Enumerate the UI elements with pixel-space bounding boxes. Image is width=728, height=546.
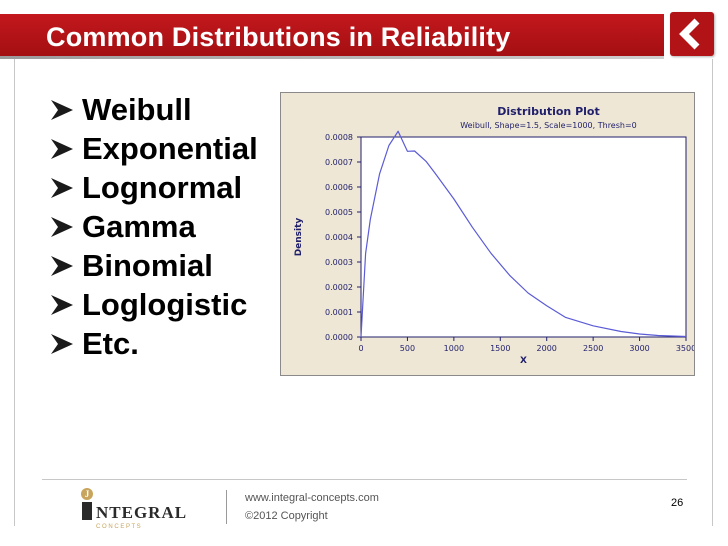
back-button[interactable] [670, 12, 714, 56]
x-tick-label: 3000 [629, 344, 649, 353]
y-tick-label: 0.0001 [325, 308, 353, 317]
bullet-label: Gamma [82, 208, 196, 244]
integral-concepts-logo: J NTEGRAL C O N C E P T S [81, 488, 186, 530]
x-tick-label: 3500 [676, 344, 694, 353]
title-bar [0, 14, 664, 59]
y-tick-label: 0.0003 [325, 258, 353, 267]
arrow-bullet-icon [51, 138, 73, 159]
logo-letter: J [85, 489, 90, 499]
footer-copyright: ©2012 Copyright [245, 510, 328, 522]
y-tick-label: 0.0008 [325, 133, 353, 142]
bullet-label: Binomial [82, 247, 213, 283]
slide-title: Common Distributions in Reliability [46, 22, 511, 52]
footer-divider [42, 479, 687, 480]
bullet-label: Lognormal [82, 169, 243, 205]
x-tick-label: 2000 [537, 344, 557, 353]
y-tick-label: 0.0004 [325, 233, 353, 242]
bullet-item: Etc. [48, 324, 258, 363]
bullet-item: Loglogistic [48, 285, 258, 324]
distribution-plot: Distribution Plot Weibull, Shape=1.5, Sca… [280, 92, 695, 376]
bullet-label: Etc. [82, 325, 139, 361]
logo-main: NTEGRAL [96, 503, 186, 522]
chart-title: Distribution Plot [497, 105, 600, 118]
arrow-bullet-icon [51, 177, 73, 198]
y-axis-label: Density [294, 218, 304, 257]
bullet-item: Gamma [48, 207, 258, 246]
page-number: 26 [671, 497, 684, 509]
footer-separator [226, 490, 227, 524]
plot-area [360, 136, 687, 338]
bullet-list: Weibull Exponential Lognormal Gamma Binomial… [48, 90, 258, 363]
arrow-bullet-icon [51, 333, 73, 354]
right-frame-line [712, 59, 713, 526]
x-tick-label: 2500 [583, 344, 603, 353]
bullet-label: Loglogistic [82, 286, 248, 322]
bullet-label: Exponential [82, 130, 258, 166]
y-tick-label: 0.0000 [325, 333, 353, 342]
arrow-bullet-icon [51, 294, 73, 315]
y-tick-label: 0.0007 [325, 158, 353, 167]
plot-svg: Distribution Plot Weibull, Shape=1.5, Sca… [294, 105, 694, 366]
logo-sub: C O N C E P T S [96, 524, 141, 530]
arrow-bullet-icon [51, 99, 73, 120]
x-tick-label: 1000 [444, 344, 464, 353]
y-tick-label: 0.0005 [325, 208, 353, 217]
x-tick-label: 0 [358, 344, 363, 353]
bullet-label: Weibull [82, 91, 192, 127]
bullet-item: Exponential [48, 129, 258, 168]
y-tick-label: 0.0002 [325, 283, 353, 292]
x-tick-label: 1500 [490, 344, 510, 353]
x-axis-label: X [520, 356, 527, 366]
bullet-item: Binomial [48, 246, 258, 285]
chart-subtitle: Weibull, Shape=1.5, Scale=1000, Thresh=0 [460, 121, 637, 130]
footer-url[interactable]: www.integral-concepts.com [245, 492, 379, 504]
arrow-bullet-icon [51, 255, 73, 276]
bullet-item: Weibull [48, 90, 258, 129]
weibull-curve [360, 130, 687, 338]
bullet-item: Lognormal [48, 168, 258, 207]
left-frame-line [14, 59, 15, 526]
back-arrow-icon [679, 18, 700, 50]
x-tick-label: 500 [400, 344, 415, 353]
y-tick-label: 0.0006 [325, 183, 353, 192]
arrow-bullet-icon [51, 216, 73, 237]
